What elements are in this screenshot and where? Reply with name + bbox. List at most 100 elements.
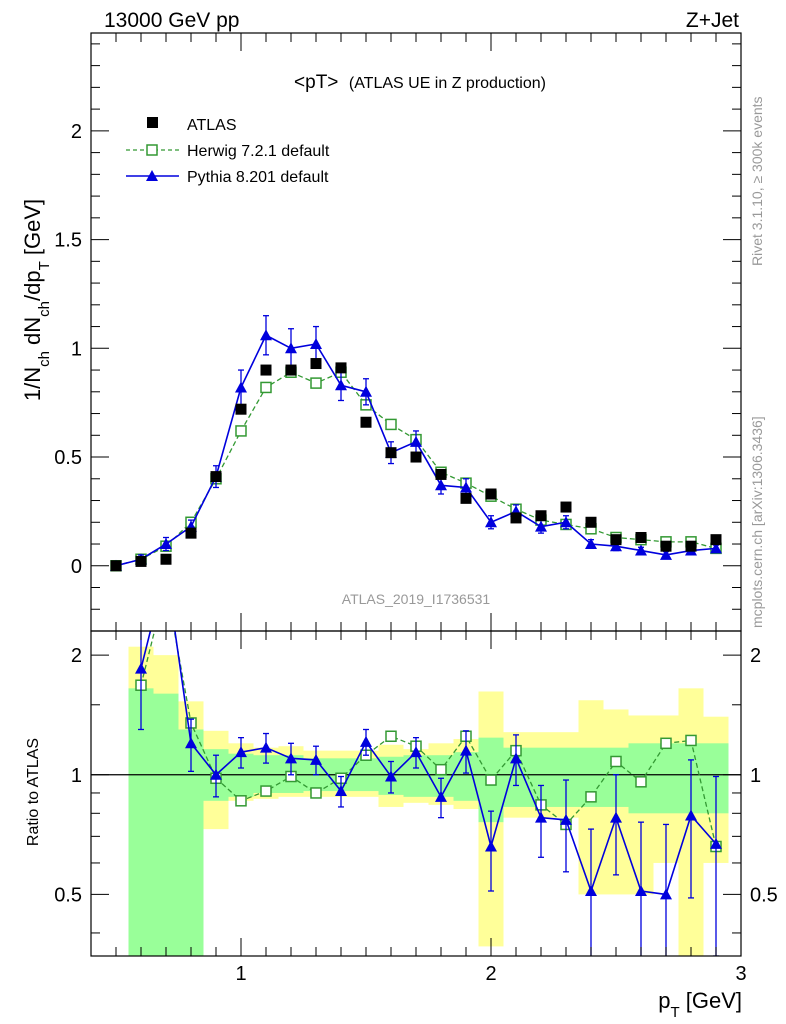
main-ytick-label: 1 xyxy=(71,338,82,360)
rivet-label: Rivet 3.1.10, ≥ 300k events xyxy=(749,96,765,266)
herwig-ratio-point xyxy=(310,787,322,799)
pythia-point xyxy=(460,481,472,493)
main-ytick-label: 0.5 xyxy=(54,447,82,469)
herwig-ratio-point xyxy=(610,755,622,768)
herwig-ratio-point xyxy=(485,774,497,786)
ratio-bands xyxy=(128,646,729,956)
pythia-ratio-point xyxy=(485,840,497,852)
pythia-point xyxy=(160,538,172,550)
ratio-band-green xyxy=(153,693,179,956)
pythia-ratio-point xyxy=(435,790,447,802)
main-marks xyxy=(110,315,722,572)
herwig-ratio-point xyxy=(260,785,272,797)
main-panel: 0 0.5 1 1.5 2 <pT> (ATLAS UE in Z production… xyxy=(20,32,742,632)
atlas-point xyxy=(610,534,622,546)
legend-marker-pythia xyxy=(146,170,158,181)
main-ytick-label: 2 xyxy=(71,121,82,143)
pythia-ratio-point xyxy=(285,752,297,764)
ratio-ytick-label-right: 0.5 xyxy=(750,884,778,906)
pythia-ratio-point xyxy=(335,785,347,797)
herwig-point xyxy=(260,381,272,394)
legend-marker-herwig xyxy=(146,144,158,156)
atlas-point xyxy=(560,501,572,513)
atlas-point xyxy=(635,531,647,543)
pythia-ratio-point xyxy=(660,888,672,900)
atlas-point xyxy=(210,471,222,483)
ratio-ytick-label: 1 xyxy=(71,765,82,787)
pythia-point xyxy=(235,381,247,393)
atlas-point xyxy=(235,403,247,415)
pythia-point xyxy=(310,337,322,349)
pythia-point xyxy=(710,542,722,554)
herwig-point xyxy=(310,377,322,389)
pythia-point xyxy=(360,385,372,397)
atlas-point xyxy=(135,555,147,567)
pythia-ratio-point xyxy=(260,741,272,753)
atlas-point xyxy=(585,516,597,528)
atlas-point xyxy=(485,488,497,500)
herwig-line xyxy=(115,371,717,567)
herwig-ratio-point xyxy=(685,734,697,747)
pythia-ratio-point xyxy=(510,752,522,764)
pythia-point xyxy=(610,540,622,552)
pythia-ratio-point xyxy=(685,809,697,821)
pythia-ratio-point xyxy=(385,770,397,782)
pythia-point xyxy=(635,544,647,556)
pythia-point xyxy=(560,516,572,528)
xlabel: pT [GeV] xyxy=(658,988,742,1021)
ratio-ytick-label: 2 xyxy=(71,645,82,667)
herwig-ratio-point xyxy=(660,737,672,750)
pythia-point xyxy=(410,435,422,447)
ratio-band-green xyxy=(128,688,154,956)
ratio-ytick-label: 0.5 xyxy=(54,884,82,906)
ratio-ytick-label-right: 2 xyxy=(750,645,761,667)
ratio-marks xyxy=(91,631,741,956)
pythia-point xyxy=(260,329,272,341)
xtick-label: 2 xyxy=(485,963,496,985)
legend-label-atlas: ATLAS xyxy=(187,117,237,134)
pythia-point xyxy=(660,548,672,560)
atlas-point xyxy=(460,492,472,504)
pythia-ratio-point xyxy=(560,813,572,825)
main-ytick-label: 0 xyxy=(71,556,82,578)
legend-marker-atlas xyxy=(147,117,158,128)
pythia-ratio-point xyxy=(185,737,197,749)
atlas-point xyxy=(535,510,547,522)
process-label: Z+Jet xyxy=(686,9,739,32)
pythia-point xyxy=(285,342,297,354)
atlas-point xyxy=(285,364,297,376)
energy-label: 13000 GeV pp xyxy=(104,9,239,32)
atlas-point xyxy=(260,364,272,376)
mcplots-label: mcplots.cern.ch [arXiv:1306.3436] xyxy=(749,416,765,628)
pythia-ratio-point xyxy=(360,735,372,747)
ratio-ytick-label-right: 1 xyxy=(750,765,761,787)
atlas-point xyxy=(685,540,697,552)
pythia-ratio-point xyxy=(610,811,622,823)
herwig-ratio-point xyxy=(435,763,447,776)
atlas-point xyxy=(510,512,522,524)
pythia-point xyxy=(585,538,597,550)
pythia-ratio-point xyxy=(310,753,322,765)
chart-subtitle: (ATLAS UE in Z production) xyxy=(349,75,546,92)
main-ytick-label: 1.5 xyxy=(54,230,82,252)
atlas-point xyxy=(335,362,347,374)
analysis-label: ATLAS_2019_I1736531 xyxy=(342,591,491,607)
pythia-point xyxy=(535,520,547,532)
pythia-point xyxy=(485,516,497,528)
ratio-panel: 0.5 0.5 1 1 2 2 1 2 3 Ratio to ATLAS xyxy=(25,630,778,985)
herwig-point xyxy=(235,425,247,437)
pythia-ratio-point xyxy=(710,837,722,849)
atlas-point xyxy=(435,468,447,480)
ratio-ylabel: Ratio to ATLAS xyxy=(25,738,42,846)
ratio-ticks: 0.5 0.5 1 1 2 2 1 2 3 xyxy=(54,631,778,985)
pythia-ratio-point xyxy=(460,744,472,756)
main-ylabel: 1/Nch dNch/dpT [GeV] xyxy=(20,199,53,401)
pythia-ratio-point xyxy=(210,768,222,780)
chart-title: <pT> (ATLAS UE in Z production) xyxy=(294,72,546,93)
pythia-ratio-point xyxy=(235,746,247,758)
herwig-ratio-point xyxy=(635,776,647,788)
pythia-point xyxy=(335,379,347,391)
legend-label-pythia: Pythia 8.201 default xyxy=(187,169,329,186)
pythia-ratio-point xyxy=(535,811,547,823)
